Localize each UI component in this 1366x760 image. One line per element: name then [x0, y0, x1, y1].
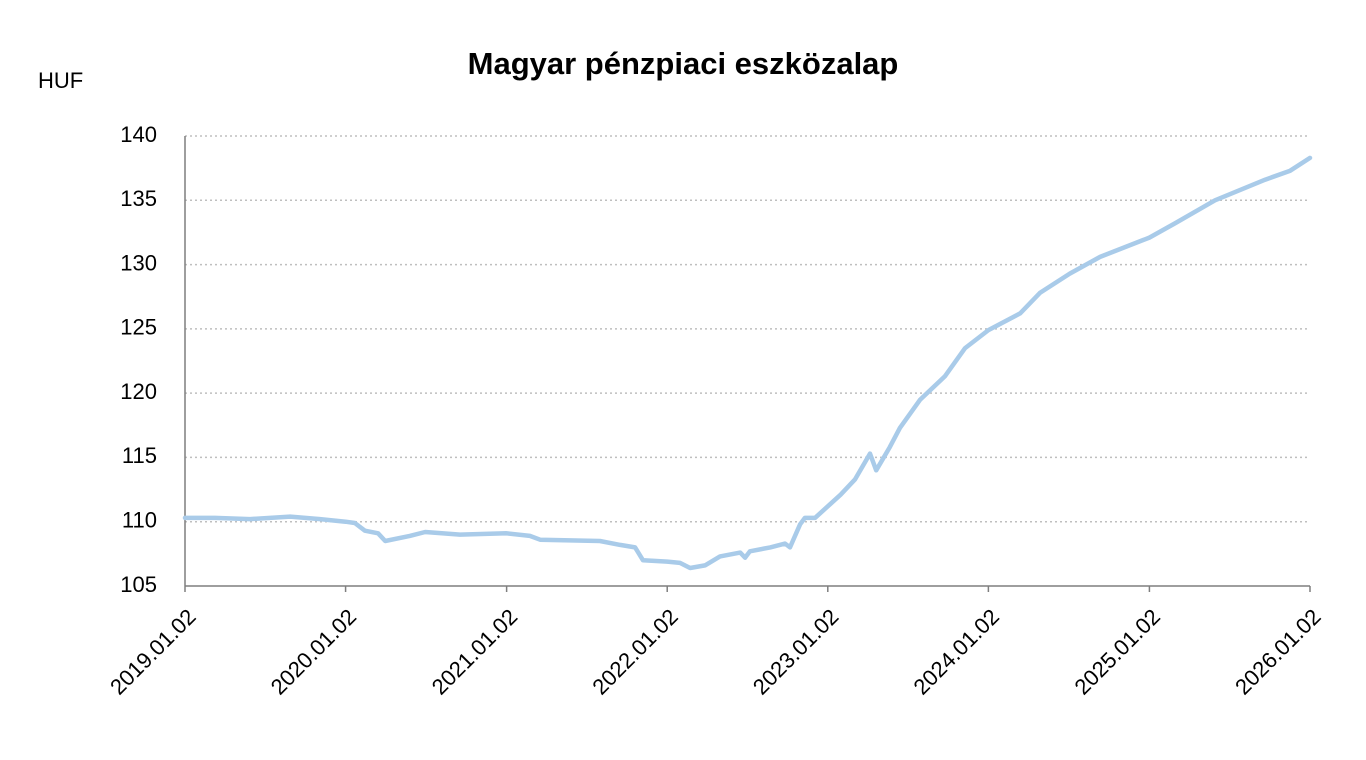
y-tick-label: 140: [120, 122, 157, 147]
y-tick-label: 110: [122, 508, 157, 533]
y-tick-label: 105: [120, 572, 157, 597]
x-tick-label: 2023.01.02: [748, 604, 844, 700]
x-tick-label: 2021.01.02: [427, 604, 523, 700]
y-tick-label: 115: [122, 443, 157, 468]
x-tick-label: 2026.01.02: [1230, 604, 1326, 700]
x-tick-label: 2022.01.02: [587, 604, 683, 700]
y-tick-label: 125: [120, 315, 157, 340]
x-tick-label: 2025.01.02: [1070, 604, 1166, 700]
y-axis-label: HUF: [38, 68, 83, 93]
y-tick-label: 135: [120, 186, 157, 211]
x-tick-label: 2024.01.02: [908, 604, 1004, 700]
chart-title: Magyar pénzpiaci eszközalap: [468, 46, 899, 81]
x-tick-label: 2019.01.02: [105, 604, 201, 700]
x-tick-label: 2020.01.02: [266, 604, 362, 700]
y-tick-label: 130: [120, 250, 157, 275]
data-line: [182, 155, 1313, 571]
y-tick-label: 120: [120, 379, 157, 404]
